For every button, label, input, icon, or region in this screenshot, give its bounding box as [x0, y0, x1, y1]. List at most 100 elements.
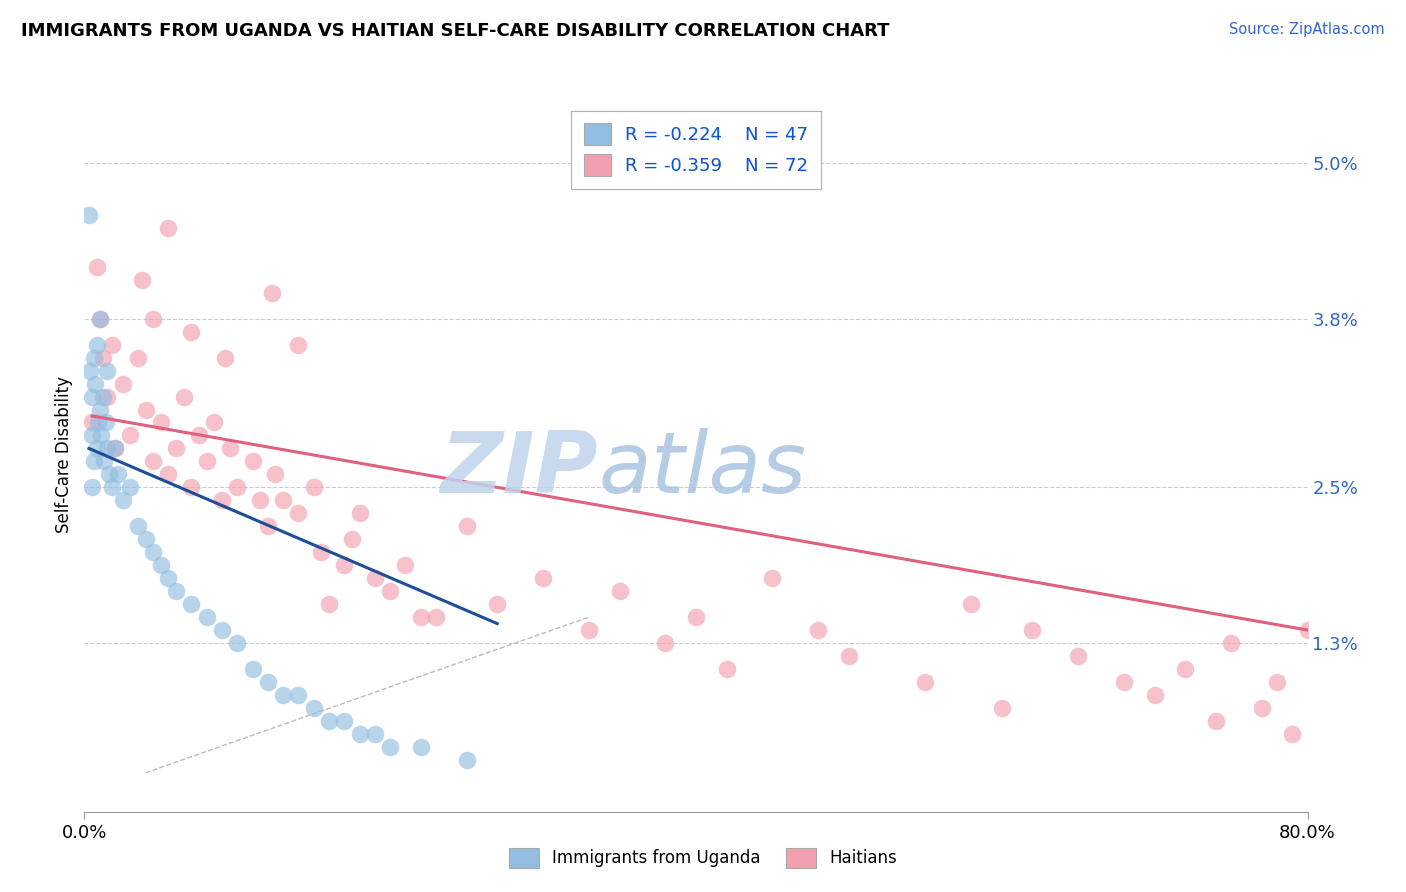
Point [157, 571, 180, 585]
Point [318, 597, 340, 611]
Point [531, 571, 554, 585]
Point [188, 428, 211, 442]
Point [120, 428, 142, 442]
Point [1067, 648, 1090, 663]
Point [86, 260, 108, 274]
Point [218, 442, 240, 456]
Point [180, 597, 202, 611]
Point [364, 727, 387, 741]
Point [287, 337, 309, 351]
Point [157, 467, 180, 482]
Point [349, 727, 371, 741]
Point [127, 351, 149, 365]
Text: Source: ZipAtlas.com: Source: ZipAtlas.com [1229, 22, 1385, 37]
Point [89, 311, 111, 326]
Point [302, 701, 325, 715]
Point [226, 636, 249, 650]
Point [97, 467, 120, 482]
Point [96, 390, 118, 404]
Point [89, 402, 111, 417]
Text: IMMIGRANTS FROM UGANDA VS HAITIAN SELF-CARE DISABILITY CORRELATION CHART: IMMIGRANTS FROM UGANDA VS HAITIAN SELF-C… [21, 22, 890, 40]
Point [101, 480, 124, 494]
Point [654, 636, 676, 650]
Point [914, 675, 936, 690]
Point [456, 519, 478, 533]
Point [318, 714, 340, 728]
Point [107, 467, 129, 482]
Point [86, 337, 108, 351]
Point [264, 467, 287, 482]
Point [165, 584, 187, 599]
Point [394, 558, 416, 573]
Point [249, 493, 271, 508]
Point [96, 363, 118, 377]
Point [131, 273, 153, 287]
Point [214, 351, 236, 365]
Point [111, 376, 134, 391]
Point [287, 688, 309, 702]
Point [409, 610, 432, 624]
Point [135, 533, 157, 547]
Point [364, 571, 387, 585]
Point [257, 675, 280, 690]
Point [135, 402, 157, 417]
Point [142, 311, 165, 326]
Legend: R = -0.224    N = 47, R = -0.359    N = 72: R = -0.224 N = 47, R = -0.359 N = 72 [571, 111, 821, 189]
Point [456, 753, 478, 767]
Point [80, 428, 103, 442]
Point [149, 558, 172, 573]
Point [960, 597, 983, 611]
Point [1143, 688, 1166, 702]
Point [807, 623, 830, 637]
Point [104, 442, 127, 456]
Point [1205, 714, 1227, 728]
Point [349, 506, 371, 520]
Point [96, 442, 118, 456]
Point [77, 208, 100, 222]
Point [202, 416, 225, 430]
Point [211, 623, 233, 637]
Point [93, 454, 115, 468]
Point [242, 454, 264, 468]
Point [311, 545, 333, 559]
Point [101, 337, 124, 351]
Point [87, 416, 110, 430]
Point [1296, 623, 1319, 637]
Y-axis label: Self-Care Disability: Self-Care Disability [55, 376, 73, 533]
Point [1174, 662, 1197, 676]
Point [262, 285, 284, 300]
Point [157, 220, 180, 235]
Point [333, 558, 356, 573]
Point [83, 351, 105, 365]
Point [91, 351, 114, 365]
Point [79, 363, 101, 377]
Point [195, 454, 218, 468]
Point [287, 506, 309, 520]
Point [127, 519, 149, 533]
Point [1265, 675, 1288, 690]
Point [761, 571, 783, 585]
Point [991, 701, 1014, 715]
Point [80, 416, 103, 430]
Point [257, 519, 280, 533]
Point [89, 311, 111, 326]
Point [142, 545, 165, 559]
Text: ZIP: ZIP [440, 427, 598, 511]
Point [333, 714, 356, 728]
Point [91, 390, 114, 404]
Point [242, 662, 264, 676]
Point [120, 480, 142, 494]
Point [716, 662, 738, 676]
Point [180, 480, 202, 494]
Point [80, 480, 103, 494]
Point [211, 493, 233, 508]
Point [425, 610, 447, 624]
Point [1281, 727, 1303, 741]
Point [340, 533, 363, 547]
Point [685, 610, 707, 624]
Point [271, 493, 294, 508]
Point [1114, 675, 1136, 690]
Point [83, 454, 105, 468]
Point [302, 480, 325, 494]
Point [90, 428, 112, 442]
